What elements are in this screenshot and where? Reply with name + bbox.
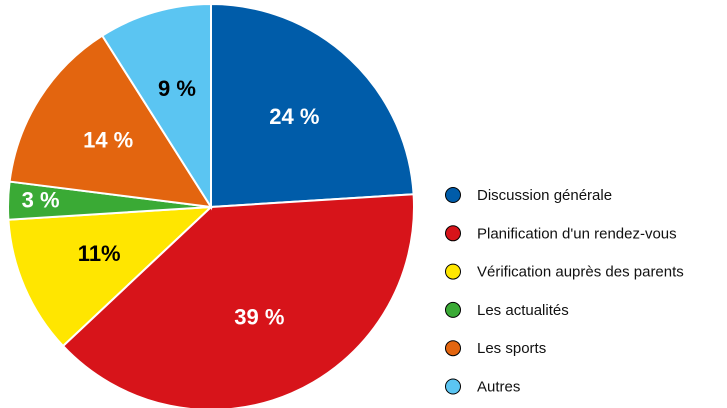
data-label: 9 % (158, 76, 196, 101)
legend-label: Vérification auprès des parents (477, 264, 684, 281)
legend-label: Les sports (477, 340, 546, 357)
legend-label: Planification d'un rendez-vous (477, 225, 677, 242)
legend-marker (445, 263, 461, 280)
legend-label: Autres (477, 378, 520, 395)
pie-slice (210, 2, 415, 209)
legend-marker (445, 301, 461, 318)
legend-label: Les actualités (477, 302, 569, 319)
data-label: 24 % (269, 104, 319, 129)
pie-slice (61, 193, 415, 408)
data-label: 11% (78, 241, 121, 266)
data-label: 39 % (234, 305, 284, 330)
pie-slice (100, 2, 212, 211)
data-label: 14 % (83, 128, 133, 153)
data-label: 3 % (22, 187, 60, 212)
legend-marker (445, 225, 461, 242)
legend-marker (445, 378, 461, 395)
legend-label: Discussion générale (477, 187, 612, 204)
legend-marker (445, 187, 461, 203)
pie-slice (8, 34, 213, 209)
pie-slice (7, 205, 214, 348)
legend-marker (445, 340, 461, 357)
